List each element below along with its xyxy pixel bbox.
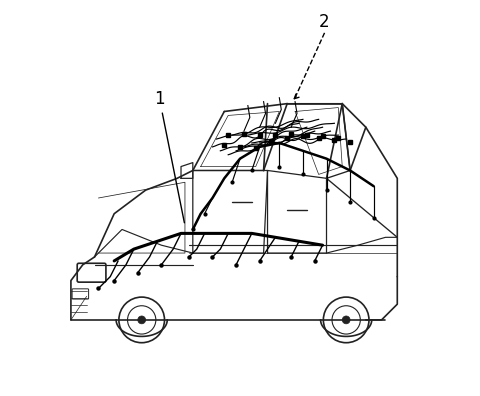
- Circle shape: [138, 316, 145, 324]
- Circle shape: [342, 316, 350, 324]
- Text: 2: 2: [319, 13, 330, 31]
- Text: 1: 1: [154, 89, 184, 223]
